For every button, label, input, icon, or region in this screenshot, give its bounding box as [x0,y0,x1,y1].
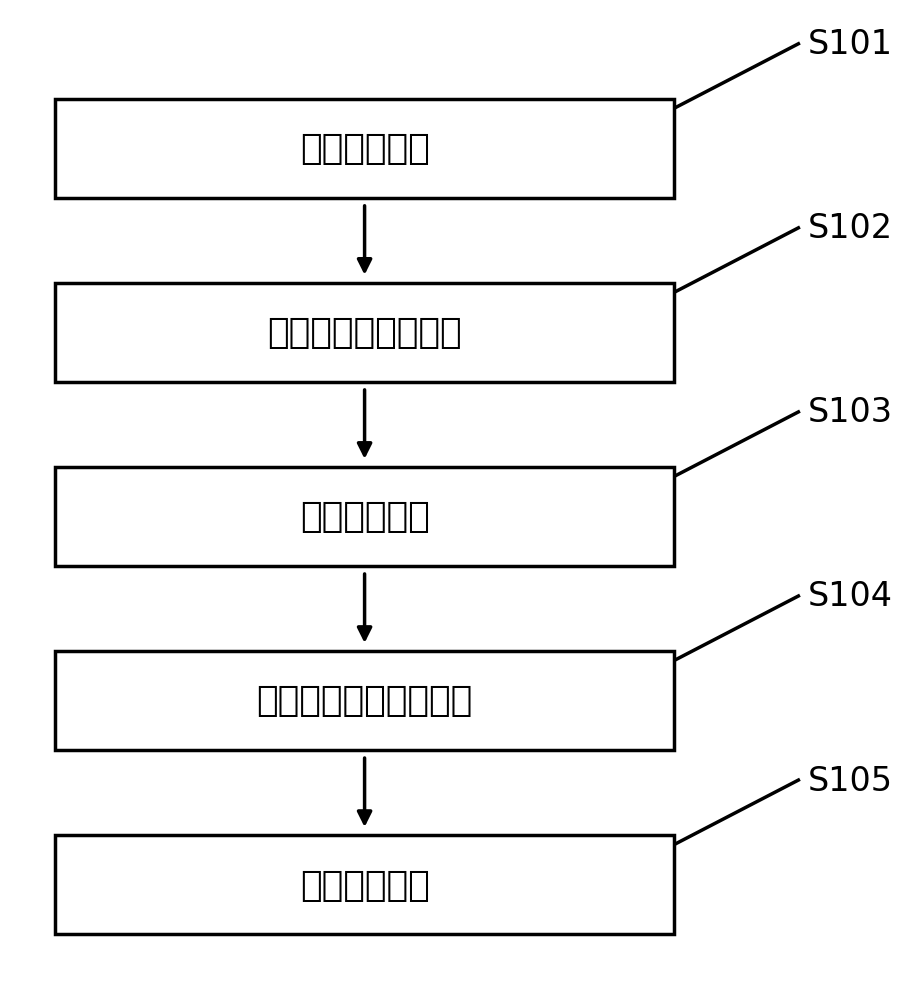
Bar [55,283,674,383]
Bar [55,835,674,934]
Text: 标定数据采集点设置: 标定数据采集点设置 [268,316,462,350]
Text: 标定数据采集: 标定数据采集 [300,500,429,534]
Text: S101: S101 [808,28,893,62]
Text: S104: S104 [808,580,893,613]
Text: 标定环境部署: 标定环境部署 [300,132,429,166]
Text: S102: S102 [808,212,893,246]
Bar [55,651,674,750]
Bar [55,467,674,567]
Text: S105: S105 [808,763,893,797]
Text: 获取手眼坐标转换关系: 获取手眼坐标转换关系 [257,684,473,718]
Text: 计算转换矩阵: 计算转换矩阵 [300,868,429,902]
Bar [55,99,674,199]
Text: S103: S103 [808,396,893,429]
